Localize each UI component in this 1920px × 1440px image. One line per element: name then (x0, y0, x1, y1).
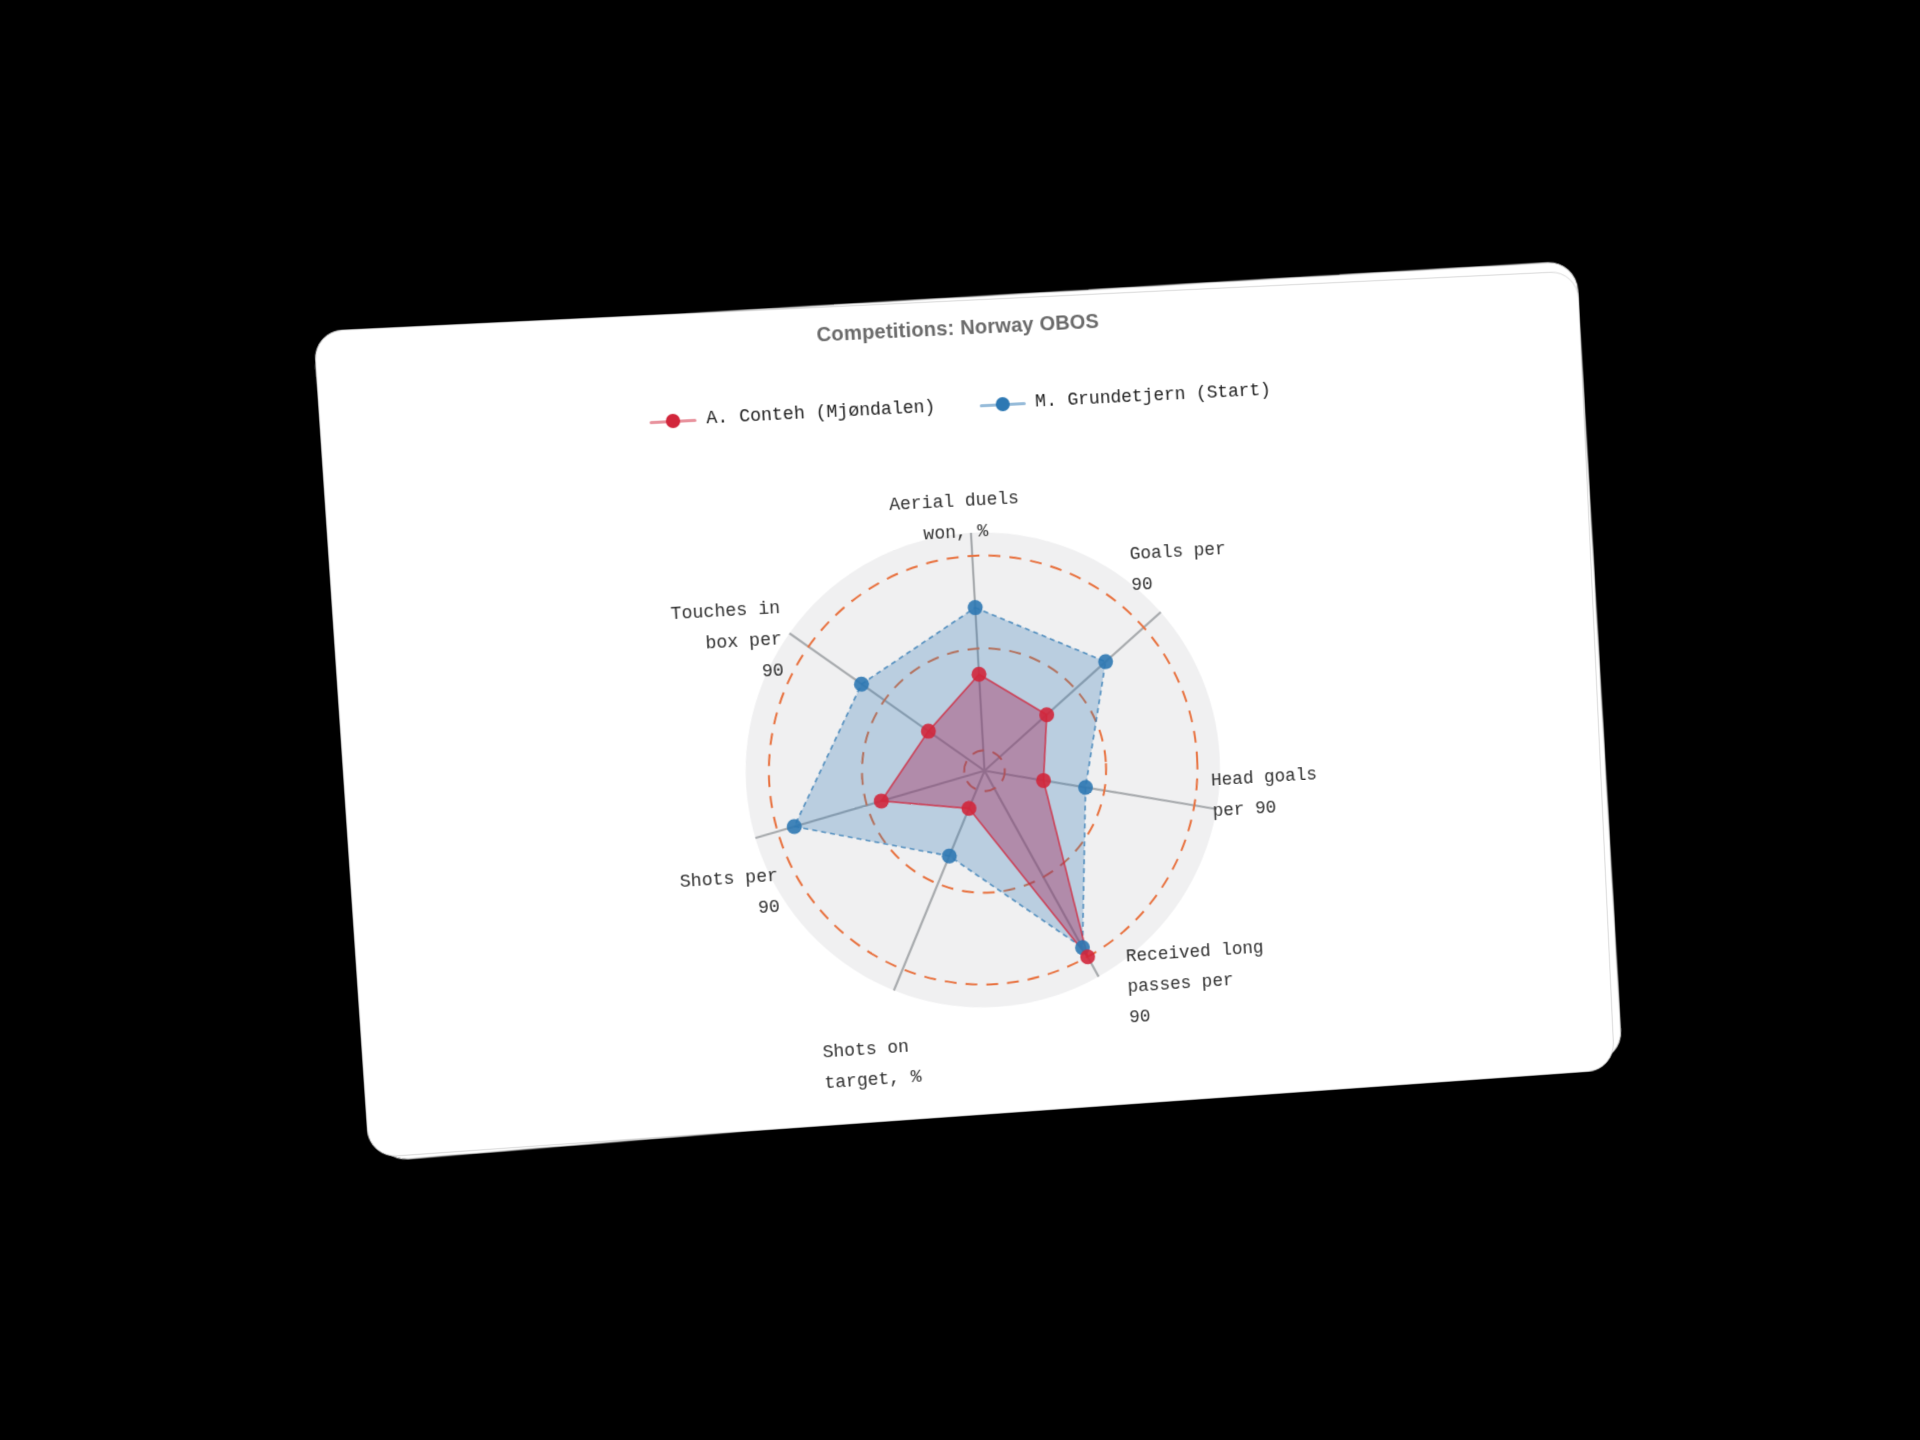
axis-label-touches-in-box: Touches in box per 90 (670, 594, 785, 694)
axis-label-received-long-passes: Received long passes per 90 (1125, 934, 1267, 1035)
report-card-wrap: Competitions: Norway OBOS A. Conteh (Mjø… (313, 271, 1615, 1159)
axis-label-shots-on-target: Shots on target, % (822, 1032, 923, 1100)
axis-label-shots-per-90: Shots per 90 (679, 862, 781, 930)
axis-label-goals: Goals per 90 (1129, 535, 1228, 602)
axis-label-head-goals: Head goals per 90 (1210, 760, 1319, 828)
page-background: Competitions: Norway OBOS A. Conteh (Mjø… (0, 0, 1920, 1440)
axis-label-aerial-duels: Aerial duels won, % (888, 484, 1021, 553)
radar-chart (314, 271, 1615, 1158)
radar-report-card: Competitions: Norway OBOS A. Conteh (Mjø… (313, 271, 1615, 1159)
